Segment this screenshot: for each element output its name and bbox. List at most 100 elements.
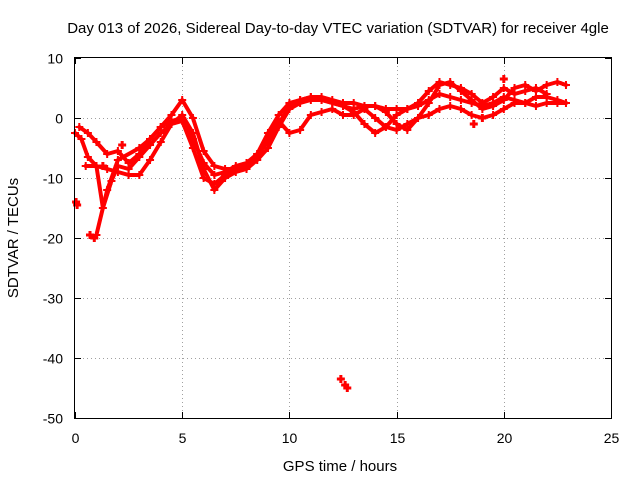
data-point [296,126,305,134]
data-point [349,99,358,107]
data-point [553,96,562,104]
data-point [92,138,101,146]
data-point [90,234,99,242]
data-point [381,123,390,131]
data-point [86,231,95,239]
data-layer [71,75,570,392]
data-point [199,147,208,155]
data-point [156,123,165,131]
data-point [467,111,476,119]
data-point [499,75,508,83]
data-point [317,96,326,104]
data-point [435,90,444,98]
data-point [306,111,315,119]
data-point [499,96,508,104]
data-point [392,111,401,119]
data-point [435,78,444,86]
y-tick-label: 0 [55,111,63,127]
data-point [188,114,197,122]
data-point [510,99,519,107]
data-point [414,114,423,122]
data-point [263,129,272,137]
data-point [178,117,187,125]
data-point [339,111,347,119]
data-point [360,120,369,128]
data-point [146,156,155,164]
data-point [489,111,498,119]
data-point [167,120,176,128]
data-point [231,165,240,173]
data-point [343,384,352,392]
y-tick-label: -40 [43,351,63,367]
data-point [553,78,562,86]
data-point [424,99,433,107]
x-axis-label: GPS time / hours [283,458,397,475]
data-point [499,105,508,113]
data-point [285,129,294,137]
data-point [135,171,144,179]
data-point [414,99,423,107]
data-point [81,162,90,170]
data-point [274,111,283,119]
data-point [339,102,347,110]
chart-title: Day 013 of 2026, Sidereal Day-to-day VTE… [67,20,609,37]
plot-frame [74,57,612,419]
data-point [199,159,208,167]
data-point [478,99,487,107]
data-point [392,126,401,134]
data-point [446,93,455,101]
x-tick-label: 10 [282,430,298,446]
data-point [156,138,165,146]
data-point [103,186,112,194]
data-point [371,129,380,137]
data-point [317,108,326,116]
axis-ticks: 0 5 10 15 20 25 10 0 -10 -20 -30 -40 -50 [43,51,620,447]
data-point [521,87,530,95]
data-point [328,99,337,107]
data-point [285,99,294,107]
data-point [306,93,315,101]
data-point [542,81,551,89]
data-point [135,153,144,161]
data-point [456,105,465,113]
data-point [113,156,122,164]
data-point [542,90,551,98]
y-tick-label: -30 [43,291,63,307]
data-point [77,135,86,143]
data-point [489,93,498,101]
data-point [424,111,433,119]
y-tick-label: -20 [43,231,63,247]
data-point [210,171,219,179]
data-point [469,120,478,128]
x-tick-label: 25 [604,430,620,446]
data-point [467,90,476,98]
data-point [349,108,358,116]
data-point [403,105,412,113]
data-point [371,102,380,110]
data-point [83,153,92,161]
y-tick-label: -10 [43,171,63,187]
data-point [146,135,155,143]
data-point [446,102,455,110]
data-point [103,150,112,158]
data-point [435,105,444,113]
data-point [531,102,540,110]
series-track-4 [94,80,549,237]
data-point [242,162,251,170]
data-point [456,84,465,92]
x-tick-label: 15 [390,430,406,446]
data-point [531,93,540,101]
data-point [403,120,412,128]
data-point [253,150,262,158]
data-point [124,165,133,173]
y-tick-label: 10 [47,51,63,67]
data-point [210,180,219,188]
data-point [561,99,570,107]
data-point [83,129,92,137]
data-point [521,99,530,107]
data-point [98,162,107,170]
data-point [336,375,345,383]
data-point [178,96,187,104]
data-point [199,174,208,182]
data-point [75,123,84,131]
